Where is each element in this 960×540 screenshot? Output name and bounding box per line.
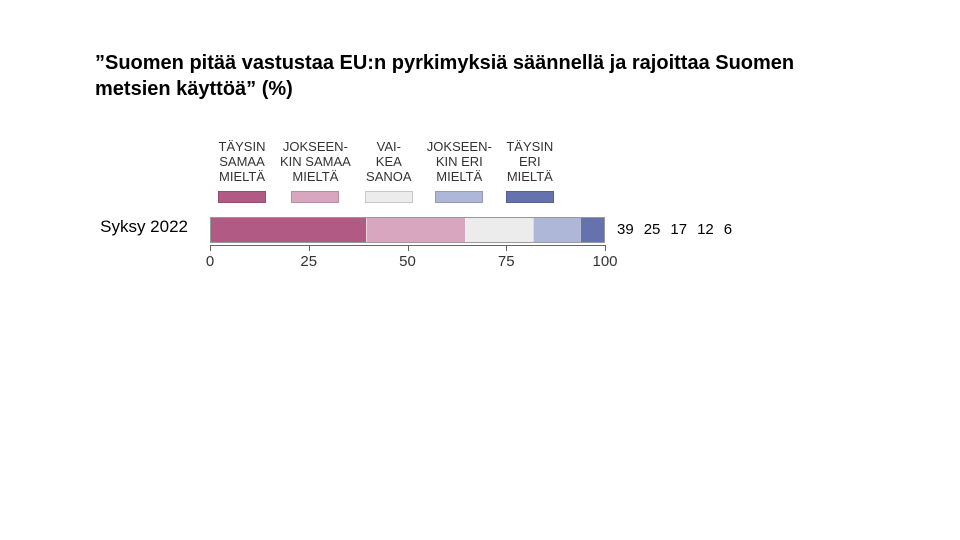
axis-tick-label: 25	[300, 253, 317, 270]
legend-swatch	[506, 191, 554, 203]
row-label: Syksy 2022	[100, 217, 200, 237]
bar-segment	[580, 218, 604, 242]
axis-tick-label: 75	[498, 253, 515, 270]
legend-item: JOKSEEN- KIN SAMAA MIELTÄ	[280, 140, 351, 203]
legend-label: VAI- KEA SANOA	[366, 140, 412, 185]
bar-rows: Syksy 2022392517126	[210, 217, 740, 243]
legend-label: TÄYSIN SAMAA MIELTÄ	[219, 140, 266, 185]
legend-item: TÄYSIN ERI MIELTÄ	[506, 140, 554, 203]
axis-tick	[506, 245, 507, 251]
axis-tick-label: 100	[592, 253, 617, 270]
legend-item: TÄYSIN SAMAA MIELTÄ	[218, 140, 266, 203]
value-label: 17	[670, 221, 687, 238]
x-axis: 0255075100	[210, 245, 605, 275]
chart: TÄYSIN SAMAA MIELTÄ JOKSEEN- KIN SAMAA MI…	[210, 140, 740, 275]
legend: TÄYSIN SAMAA MIELTÄ JOKSEEN- KIN SAMAA MI…	[210, 140, 740, 203]
axis-tick	[408, 245, 409, 251]
legend-swatch	[291, 191, 339, 203]
value-labels: 39 25 17 12 6	[605, 217, 732, 243]
legend-swatch	[365, 191, 413, 203]
value-label: 25	[644, 221, 661, 238]
bar-segment	[366, 218, 465, 242]
legend-label: TÄYSIN ERI MIELTÄ	[506, 140, 553, 185]
bar-segment	[211, 218, 366, 242]
axis-tick	[605, 245, 606, 251]
axis-tick-label: 50	[399, 253, 416, 270]
stacked-bar	[210, 217, 605, 243]
legend-swatch	[218, 191, 266, 203]
legend-item: JOKSEEN- KIN ERI MIELTÄ	[427, 140, 492, 203]
chart-title: ”Suomen pitää vastustaa EU:n pyrkimyksiä…	[95, 50, 855, 102]
axis-tick-label: 0	[206, 253, 214, 270]
axis-tick	[309, 245, 310, 251]
legend-swatch	[435, 191, 483, 203]
bar-segment	[533, 218, 581, 242]
bar-row: Syksy 2022392517126	[210, 217, 740, 243]
bar-segment	[465, 218, 532, 242]
legend-label: JOKSEEN- KIN ERI MIELTÄ	[427, 140, 492, 185]
value-label: 39	[617, 221, 634, 238]
legend-label: JOKSEEN- KIN SAMAA MIELTÄ	[280, 140, 351, 185]
value-label: 12	[697, 221, 714, 238]
value-label: 6	[724, 221, 732, 238]
axis-tick	[210, 245, 211, 251]
legend-item: VAI- KEA SANOA	[365, 140, 413, 203]
